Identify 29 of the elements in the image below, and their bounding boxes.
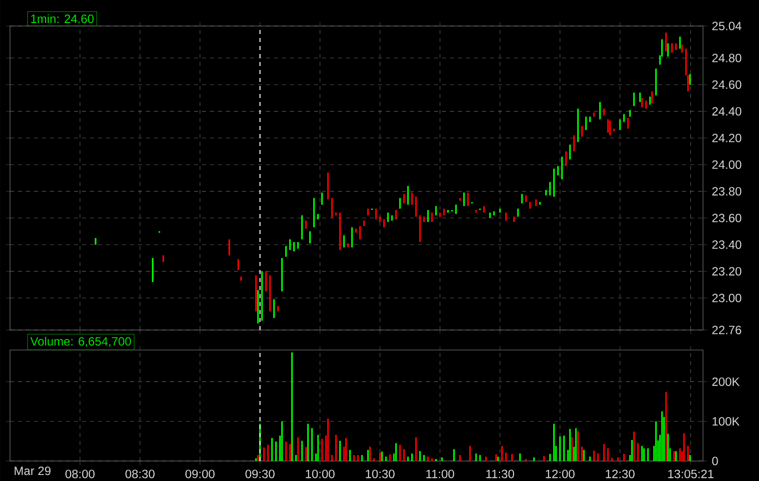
y-tick-label: 25.04 (712, 22, 742, 30)
x-tick-label: 11:00 (426, 470, 454, 478)
y-tick-label: 24.60 (712, 80, 742, 89)
y-tick-label: 24.40 (712, 107, 742, 116)
y-tick-label: 22.76 (712, 326, 742, 334)
x-tick-label: 11:30 (486, 470, 514, 478)
chart-title: 1min: 24.60 (31, 14, 94, 24)
text: Mar 29 (14, 466, 51, 476)
y-tick-label: 23.80 (712, 187, 742, 196)
x-tick-label: 10:30 (366, 470, 395, 478)
y-tick-label: 0 (712, 456, 718, 466)
x-tick-label: 09:00 (185, 470, 215, 478)
x-tick-label: 08:00 (65, 470, 95, 478)
y-tick-label: 23.40 (712, 240, 742, 249)
y-tick-label: 24.20 (712, 134, 742, 142)
y-tick-label: 23.00 (712, 294, 742, 302)
x-tick-label: 09:30 (245, 470, 275, 478)
y-tick-label: 24.00 (712, 160, 742, 169)
x-tick-label: 10:00 (306, 470, 335, 478)
chart-title: Volume: 6,654,700 (30, 336, 131, 348)
y-tick-label: 100K (712, 417, 740, 426)
x-tick-label: 12:30 (606, 470, 635, 478)
x-tick-label: 08:30 (125, 470, 155, 478)
y-tick-label: 24.80 (712, 54, 742, 62)
y-tick-label: 200K (712, 377, 740, 386)
x-tick-label: 12:00 (546, 470, 575, 478)
y-tick-label: 23.60 (712, 214, 742, 222)
x-tick-label: 13:05:21 (668, 470, 714, 478)
y-tick-label: 23.20 (712, 267, 742, 276)
